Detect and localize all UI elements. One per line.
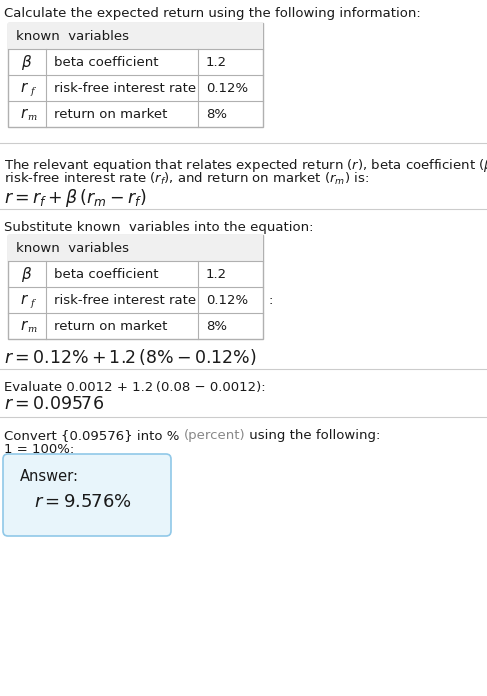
Text: beta coefficient: beta coefficient [54,267,158,280]
Text: 1.2: 1.2 [206,56,227,68]
Text: Evaluate 0.0012 + 1.2 (0.08 − 0.0012):: Evaluate 0.0012 + 1.2 (0.08 − 0.0012): [4,381,265,394]
Text: Answer:: Answer: [20,469,79,484]
Text: m: m [27,113,37,122]
Text: $r = r_f + \beta\,(r_m - r_f)$: $r = r_f + \beta\,(r_m - r_f)$ [4,187,147,209]
Text: f: f [30,87,34,96]
Bar [8,235,263,339]
Text: $r = 9.576\%$: $r = 9.576\%$ [34,493,132,511]
Text: $r = 0.09576$: $r = 0.09576$ [4,395,104,413]
Text: $r$: $r$ [20,319,30,333]
Text: using the following:: using the following: [245,429,381,442]
Text: 8%: 8% [206,319,227,333]
Text: risk-free interest rate: risk-free interest rate [54,81,196,95]
Text: known  variables: known variables [16,242,129,255]
Text: Convert {0.09576} into %: Convert {0.09576} into % [4,429,184,442]
Text: :: : [268,294,272,306]
Text: $r = 0.12\% + 1.2\,(8\% - 0.12\%)$: $r = 0.12\% + 1.2\,(8\% - 0.12\%)$ [4,347,257,367]
Text: $\beta$: $\beta$ [21,264,33,283]
Text: m: m [27,325,37,334]
Text: 1 = 100%:: 1 = 100%: [4,443,74,456]
Text: $r$: $r$ [20,81,30,95]
Text: $\beta$: $\beta$ [21,52,33,72]
Text: $r$: $r$ [20,292,30,308]
Text: 8%: 8% [206,107,227,120]
FancyBboxPatch shape [3,454,171,536]
Text: 0.12%: 0.12% [206,81,248,95]
Text: return on market: return on market [54,319,168,333]
Text: f: f [30,299,34,308]
Text: return on market: return on market [54,107,168,120]
Text: known  variables: known variables [16,29,129,42]
Bar [8,235,263,261]
Bar [8,23,263,49]
Text: Substitute known  variables into the equation:: Substitute known variables into the equa… [4,221,314,234]
Text: beta coefficient: beta coefficient [54,56,158,68]
Text: risk-free interest rate ($r_f$), and return on market ($r_m$) is:: risk-free interest rate ($r_f$), and ret… [4,171,369,187]
Text: 0.12%: 0.12% [206,294,248,306]
Text: (percent): (percent) [184,429,245,442]
Bar [8,23,263,127]
Text: $r$: $r$ [20,106,30,122]
Text: risk-free interest rate: risk-free interest rate [54,294,196,306]
Text: Calculate the expected return using the following information:: Calculate the expected return using the … [4,7,421,20]
Text: 1.2: 1.2 [206,267,227,280]
Text: The relevant equation that relates expected return ($r$), beta coefficient ($\be: The relevant equation that relates expec… [4,157,487,174]
